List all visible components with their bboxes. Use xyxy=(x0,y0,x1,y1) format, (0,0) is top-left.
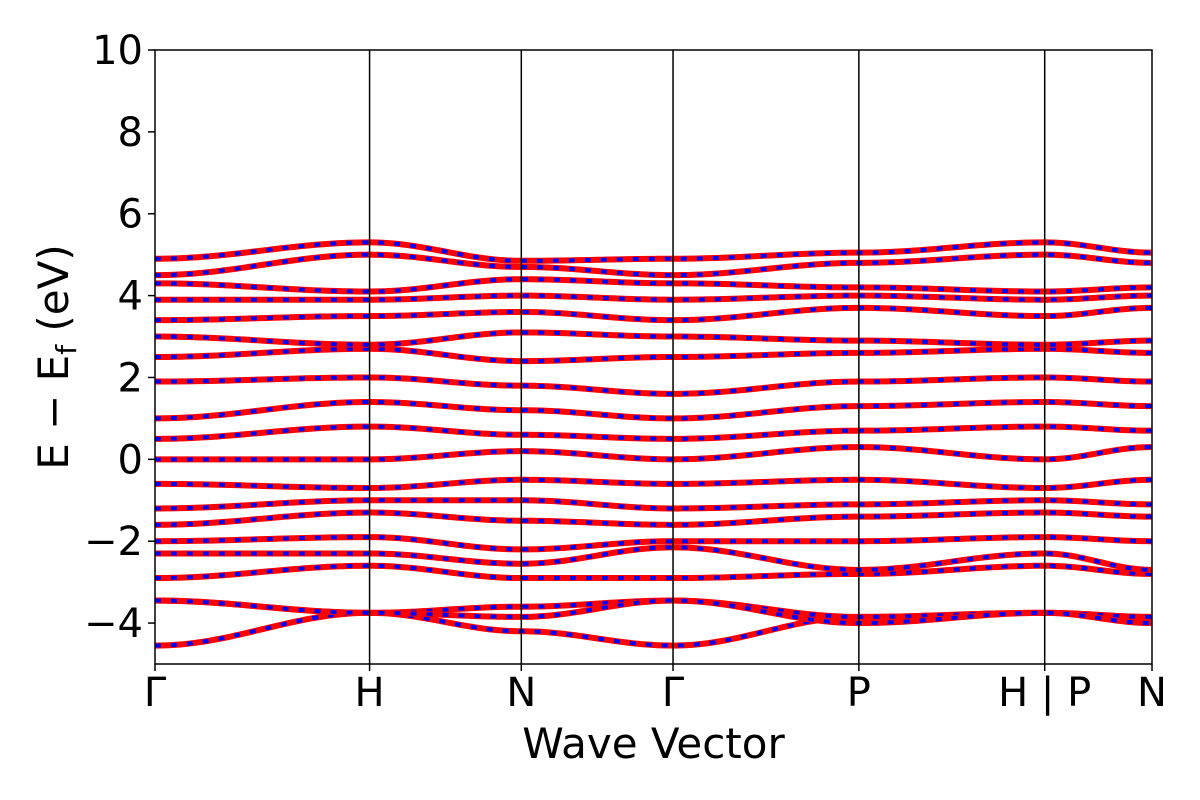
high-symmetry-lines xyxy=(368,50,1046,664)
y-tick-label: 6 xyxy=(118,192,143,238)
x-tick-label: P xyxy=(847,670,871,716)
y-axis-title-main: E − E xyxy=(29,355,78,470)
band-line-spin-down xyxy=(155,445,1153,462)
y-tick-label: 4 xyxy=(118,274,143,320)
band-line-spin-down xyxy=(154,510,1153,527)
x-tick-label: Γ xyxy=(144,670,167,716)
x-tick-label: H xyxy=(355,670,385,716)
y-tick-label: −2 xyxy=(84,519,143,565)
y-axis-title-subscript: f xyxy=(50,344,83,355)
y-axis-ticks: −4 −2 0 2 4 6 8 10 xyxy=(84,28,155,647)
x-axis-ticks: Γ H N Γ P H | P N xyxy=(144,664,1167,716)
y-tick-label: 8 xyxy=(118,110,143,156)
x-axis-title: Wave Vector xyxy=(522,719,785,768)
bands-layer xyxy=(154,239,1153,649)
y-tick-label: 10 xyxy=(92,28,143,74)
band-line-spin-down xyxy=(154,563,1153,581)
y-axis-title: E − Ef (eV) xyxy=(29,244,83,470)
x-tick-label: H | P xyxy=(998,670,1091,716)
band-line-spin-up xyxy=(154,609,1153,649)
y-tick-label: −4 xyxy=(84,601,143,647)
band-line-spin-down xyxy=(154,424,1153,441)
y-tick-label: 0 xyxy=(118,437,143,483)
plot-frame xyxy=(154,49,1153,665)
x-tick-label: N xyxy=(506,670,536,716)
y-axis-title-unit: (eV) xyxy=(29,244,78,345)
y-tick-label: 2 xyxy=(118,355,143,401)
x-tick-label: N xyxy=(1137,670,1167,716)
x-tick-label: Γ xyxy=(662,670,685,716)
